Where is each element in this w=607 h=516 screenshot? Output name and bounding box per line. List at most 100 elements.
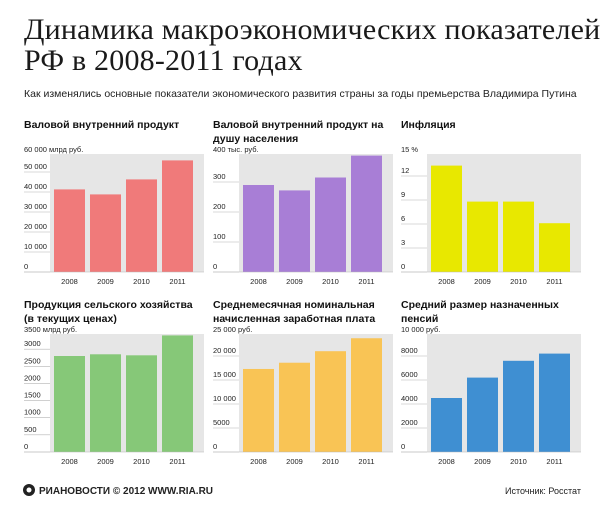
bar-2008 [243, 368, 274, 452]
chart-title: Средний размер назначенных пенсий [401, 299, 559, 325]
bar-2008 [431, 165, 462, 272]
unit-label: 60 000 млрд руб. [24, 145, 83, 154]
y-tick-label: 6 [401, 214, 405, 223]
y-tick-label: 10 000 [213, 394, 236, 403]
x-tick-label: 2010 [322, 277, 339, 286]
chart-panel: Инфляция 15 % 0 3 6 9 12 2008 2009 2010 2011 [401, 118, 586, 298]
bar-chart: 25 000 руб. 0 5000 10 000 15 000 20 000 2008 20… [213, 325, 393, 466]
chart-panel: Среднемесячная номинальная начисленная з… [213, 298, 398, 478]
y-tick-label: 0 [24, 442, 28, 451]
bar-2011 [351, 338, 382, 452]
y-tick-label: 0 [24, 262, 28, 271]
chart-panel: Валовой внутренний продукт 60 000 млрд ру… [24, 118, 209, 298]
y-tick-label: 3000 [24, 339, 41, 348]
bar-2009 [279, 190, 310, 272]
unit-label: 400 тыс. руб. [213, 145, 259, 154]
x-tick-label: 2010 [133, 457, 150, 466]
chart-title: Валовой внутренний продукт [24, 119, 180, 131]
bar-2008 [54, 189, 85, 272]
chart-panel: Продукция сельского хозяйства (в текущих… [24, 298, 209, 478]
y-tick-label: 0 [401, 442, 405, 451]
y-tick-label: 30 000 [24, 202, 47, 211]
x-tick-label: 2009 [286, 457, 303, 466]
x-tick-label: 2009 [474, 457, 491, 466]
x-tick-label: 2011 [169, 457, 185, 466]
y-tick-label: 0 [213, 262, 217, 271]
x-tick-label: 2010 [510, 277, 527, 286]
bar-chart: 60 000 млрд руб. 0 10 000 20 000 30 000 40 00… [24, 145, 204, 286]
y-tick-label: 500 [24, 425, 37, 434]
x-tick-label: 2008 [250, 457, 267, 466]
y-tick-label: 4000 [401, 394, 418, 403]
y-tick-label: 0 [213, 442, 217, 451]
x-tick-label: 2011 [358, 457, 374, 466]
x-tick-label: 2008 [438, 277, 455, 286]
y-tick-label: 8000 [401, 346, 418, 355]
bar-chart: 10 000 руб. 0 2000 4000 6000 8000 2008 2009 2010… [401, 325, 581, 466]
bar-chart: 400 тыс. руб. 0 100 200 300 2008 2009 2010 2011 [213, 145, 393, 286]
y-tick-label: 10 000 [24, 242, 47, 251]
chart-title: Валовой внутренний продукт на душу насел… [213, 119, 384, 145]
x-tick-label: 2008 [438, 457, 455, 466]
page-subtitle: Как изменялись основные показатели эконо… [24, 88, 577, 100]
chart-panel: Средний размер назначенных пенсий 10 000 … [401, 298, 586, 478]
y-tick-label: 40 000 [24, 182, 47, 191]
y-tick-label: 2000 [24, 373, 41, 382]
y-tick-label: 3 [401, 238, 405, 247]
bar-2011 [539, 353, 570, 452]
bar-2009 [467, 201, 498, 272]
x-tick-label: 2010 [322, 457, 339, 466]
chart-panel: Валовой внутренний продукт на душу насел… [213, 118, 398, 298]
bar-chart: 3500 млрд руб. 0 500 1000 1500 2000 2500 3000 20… [24, 325, 204, 466]
y-tick-label: 2000 [401, 418, 418, 427]
bar-2008 [54, 356, 85, 452]
x-tick-label: 2009 [286, 277, 303, 286]
source-note: Источник: Росстат [505, 486, 581, 496]
x-tick-label: 2009 [97, 457, 114, 466]
y-tick-label: 12 [401, 166, 409, 175]
y-tick-label: 9 [401, 190, 405, 199]
x-tick-label: 2010 [510, 457, 527, 466]
bar-2009 [279, 362, 310, 452]
bar-2010 [126, 355, 157, 452]
logo-text: РИАНОВОСТИ © 2012 WWW.RIA.RU [39, 486, 213, 497]
x-tick-label: 2009 [97, 277, 114, 286]
x-tick-label: 2011 [169, 277, 185, 286]
y-tick-label: 6000 [401, 370, 418, 379]
y-tick-label: 2500 [24, 356, 41, 365]
ria-logo: РИАНОВОСТИ © 2012 WWW.RIA.RU [23, 484, 213, 497]
unit-label: 3500 млрд руб. [24, 325, 77, 334]
y-tick-label: 20 000 [24, 222, 47, 231]
bar-2010 [503, 360, 534, 452]
bar-2011 [162, 160, 193, 272]
bar-2010 [126, 179, 157, 272]
y-tick-label: 200 [213, 202, 226, 211]
y-tick-label: 5000 [213, 418, 230, 427]
x-tick-label: 2011 [546, 457, 562, 466]
unit-label: 15 % [401, 145, 418, 154]
x-tick-label: 2008 [61, 457, 78, 466]
y-tick-label: 100 [213, 232, 226, 241]
bar-2011 [351, 155, 382, 272]
y-tick-label: 20 000 [213, 346, 236, 355]
x-tick-label: 2011 [546, 277, 562, 286]
y-tick-label: 0 [401, 262, 405, 271]
bar-2008 [243, 185, 274, 272]
bar-2011 [162, 335, 193, 452]
unit-label: 25 000 руб. [213, 325, 252, 334]
x-tick-label: 2008 [250, 277, 267, 286]
x-tick-label: 2010 [133, 277, 150, 286]
bar-chart: 15 % 0 3 6 9 12 2008 2009 2010 2011 [401, 145, 581, 286]
bar-2009 [467, 377, 498, 452]
page-title: Динамика макроэкономических показателей … [24, 13, 601, 77]
bar-2008 [431, 398, 462, 452]
chart-title: Среднемесячная номинальная начисленная з… [213, 299, 376, 325]
bar-2010 [315, 351, 346, 452]
x-tick-label: 2008 [61, 277, 78, 286]
unit-label: 10 000 руб. [401, 325, 440, 334]
y-tick-label: 300 [213, 172, 226, 181]
y-tick-label: 15 000 [213, 370, 236, 379]
x-tick-label: 2009 [474, 277, 491, 286]
y-tick-label: 1000 [24, 408, 41, 417]
y-tick-label: 50 000 [24, 162, 47, 171]
